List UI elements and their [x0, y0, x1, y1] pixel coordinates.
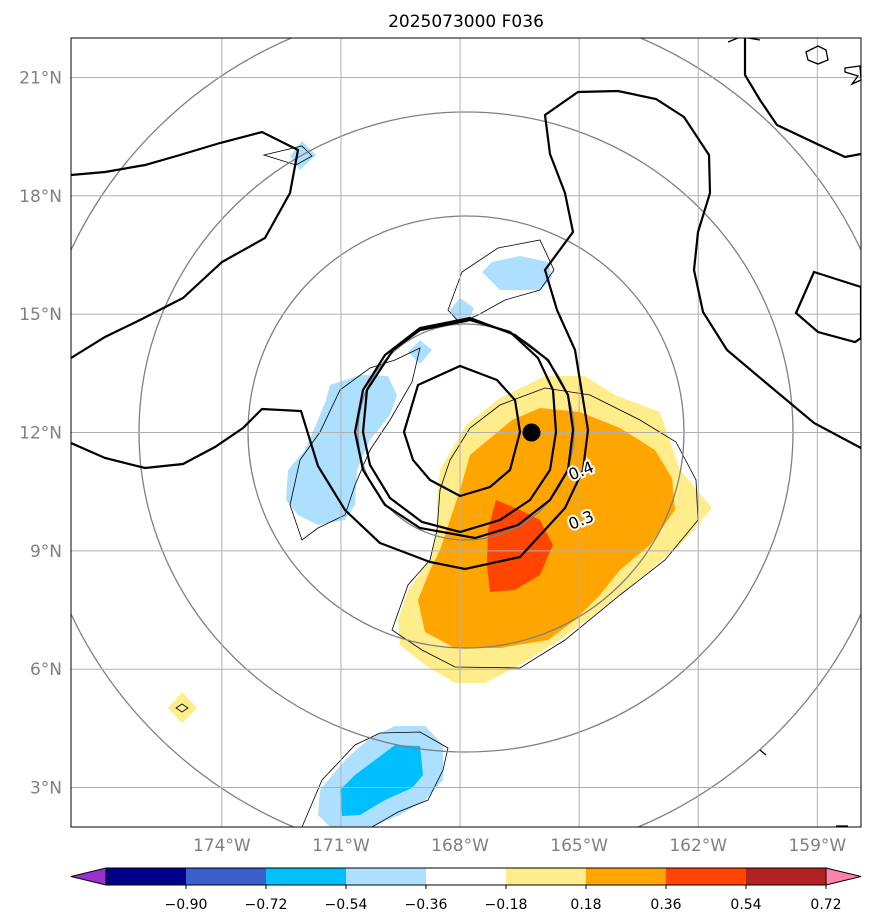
latitude-tick-label: 6°N: [30, 660, 62, 680]
contour-line: [71, 130, 300, 359]
colorbar-tick-label: −0.72: [245, 897, 288, 913]
contour-line: [361, 318, 558, 534]
colorbar-segment: [186, 868, 267, 885]
shade-negative-medium: [340, 745, 423, 816]
colorbar-segment: [586, 868, 667, 885]
latitude-tick-label: 21°N: [19, 68, 62, 88]
shade-negative-light: [286, 375, 397, 525]
colorbar-tick-label: −0.90: [165, 897, 208, 913]
longitude-tick-label: 165°W: [550, 836, 608, 856]
longitude-tick-label: 162°W: [669, 836, 727, 856]
colorbar-segment: [746, 868, 827, 885]
contour-lines: [71, 38, 861, 571]
colorbar-extend-low: [70, 867, 107, 886]
longitude-tick-label: 171°W: [312, 836, 370, 856]
longitude-tick-label: 174°W: [193, 836, 251, 856]
shade-negative-light: [290, 141, 316, 170]
longitude-tick-label: 168°W: [431, 836, 489, 856]
latitude-tick-labels: 3°N 6°N 9°N 12°N 15°N 18°N 21°N: [19, 68, 62, 798]
colorbar-tick-label: 0.72: [810, 897, 841, 913]
colorbar-tick-label: −0.54: [325, 897, 368, 913]
colorbar-tick-label: 0.54: [730, 897, 761, 913]
latitude-tick-label: 12°N: [19, 424, 62, 444]
latitude-tick-label: 18°N: [19, 187, 62, 207]
shade-positive-light: [168, 692, 197, 723]
colorbar-tick-label: 0.36: [650, 897, 681, 913]
island-coastline: [759, 749, 767, 756]
graticule: [71, 38, 861, 827]
contour-line: [353, 316, 575, 540]
map-frame: [70, 37, 862, 828]
colorbar-segment: [266, 868, 347, 885]
figure-title: 2025073000 F036: [388, 12, 544, 32]
colorbar-segment: [506, 868, 587, 885]
map-area: 0.40.40.30.3: [71, 38, 861, 827]
island-coastline: [805, 45, 829, 65]
latitude-tick-label: 3°N: [30, 779, 62, 799]
shade-negative-light: [482, 256, 552, 290]
contour-line: [794, 270, 861, 344]
colorbar-segment: [106, 868, 187, 885]
colorbar-segment: [426, 868, 507, 885]
colorbar: −0.90 −0.72 −0.54 −0.36 −0.18 0.18 0.36 0.54 0.7…: [70, 867, 862, 913]
contour-line: [71, 89, 861, 571]
longitude-tick-labels: 174°W 171°W 168°W 165°W 162°W 159°W: [193, 836, 846, 856]
latitude-tick-label: 15°N: [19, 305, 62, 325]
contour-line: [743, 38, 861, 159]
latitude-tick-label: 9°N: [30, 542, 62, 562]
shading-outlines: [175, 145, 699, 827]
storm-center-marker: [522, 423, 541, 442]
shade-negative-light: [408, 340, 432, 364]
shade-positive-strong: [487, 500, 553, 592]
longitude-tick-label: 159°W: [788, 836, 846, 856]
colorbar-segment: [346, 868, 427, 885]
island-coastline: [844, 65, 861, 86]
contour-line: [402, 364, 522, 498]
colorbar-tick-label: −0.36: [405, 897, 448, 913]
colorbar-tick-label: −0.18: [485, 897, 528, 913]
shading-layer: [168, 141, 712, 827]
colorbar-extend-high: [825, 867, 862, 886]
coastlines: [727, 38, 861, 827]
colorbar-tick-label: 0.18: [570, 897, 601, 913]
colorbar-frame: [105, 867, 827, 886]
colorbar-segment: [666, 868, 747, 885]
